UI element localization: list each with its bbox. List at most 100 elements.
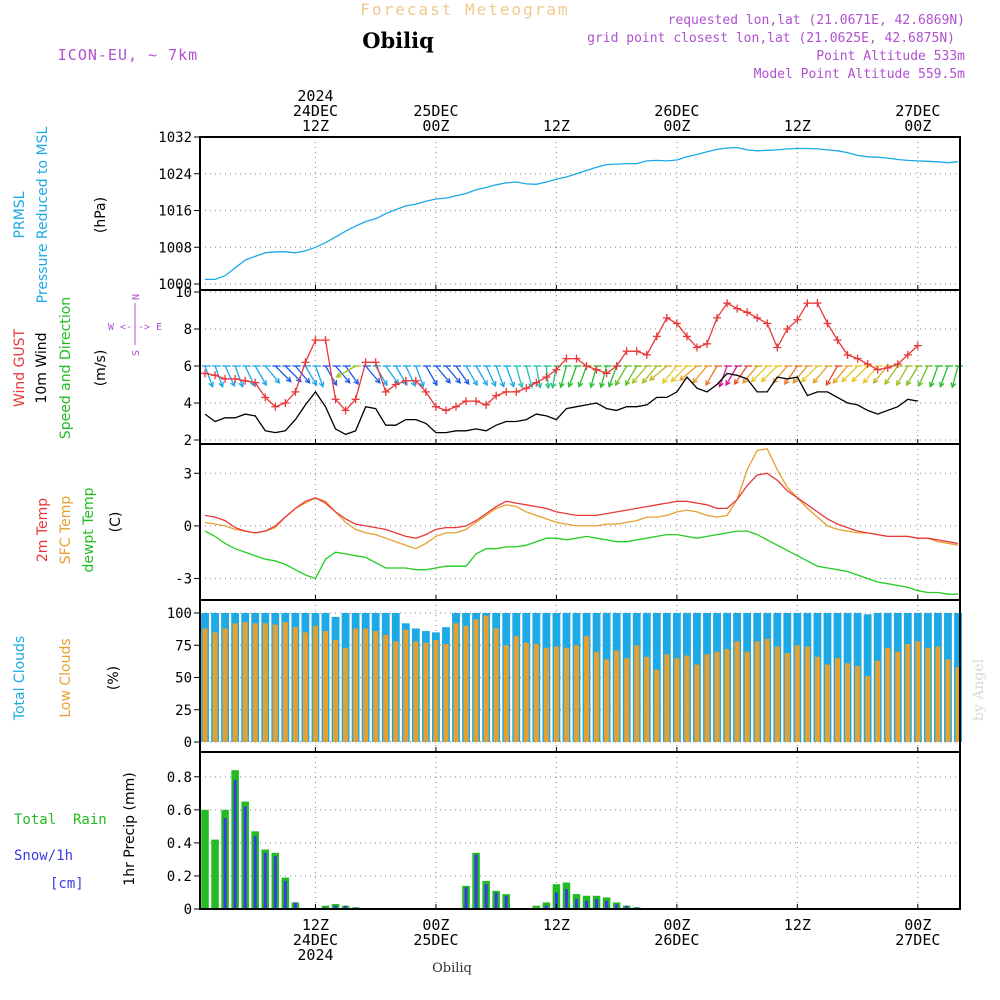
low-cloud-bar (754, 641, 760, 742)
snow-bar (494, 892, 498, 909)
panel-frames (199, 136, 961, 910)
y-tick-label: 2 (184, 433, 192, 449)
wind-gust-point (562, 354, 571, 363)
wind-panel-labels: Wind GUST 10m Wind Speed and Direction (… (12, 294, 162, 439)
y-tick-label: 0 (184, 902, 192, 918)
low-cloud-bar (845, 663, 851, 742)
snow-bar (564, 889, 568, 909)
low-cloud-bar (945, 659, 951, 742)
low-cloud-bar (835, 658, 841, 742)
wind-direction-arrow (705, 365, 723, 387)
wind-direction-arrow (342, 365, 359, 386)
wind-gust-point (572, 354, 581, 363)
low-cloud-bar (463, 625, 469, 742)
model-altitude: Model Point Altitude 559.5m (754, 67, 965, 82)
wind-direction-arrow (841, 365, 863, 383)
top-time-label: 24DEC (293, 102, 338, 120)
low-cloud-bar (232, 623, 238, 742)
top-time-label: 00Z (904, 117, 931, 135)
wind-gust-point (201, 369, 210, 378)
wind-direction-arrow (473, 365, 488, 387)
low-cloud-bar (704, 654, 710, 742)
wind-direction-arrow (772, 365, 793, 384)
low-cloud-bar (262, 623, 268, 742)
wind-gust-point (411, 376, 420, 385)
low-cloud-bar (503, 645, 509, 742)
y-tick-label: 25 (175, 703, 192, 719)
point-altitude: Point Altitude 533m (816, 49, 965, 64)
snow-bar (344, 905, 348, 909)
wind-direction-arrow (906, 365, 923, 387)
wind-direction-arrow (322, 365, 338, 387)
wind-gust-point (221, 374, 230, 383)
bottom-time-label: 2024 (297, 946, 333, 964)
wind-direction-arrow (939, 365, 953, 388)
clouds-plot (201, 613, 962, 742)
axis-labels: 10001008101610241032246810-3030255075100… (158, 87, 940, 964)
precip-plot (201, 770, 641, 909)
low-cloud-bar (684, 655, 690, 742)
wind-gust-point (783, 325, 792, 333)
top-time-label: 12Z (543, 117, 570, 135)
low-cloud-bar (353, 628, 359, 742)
wind-gust-point (823, 319, 832, 328)
top-time-label: 00Z (422, 117, 449, 135)
low-cloud-bar (594, 651, 600, 742)
temp-label-3: dewpt Temp (81, 487, 97, 572)
dewpoint-line (204, 530, 958, 595)
model-name: ICON-EU, ~ 7km (58, 46, 198, 64)
wind-direction-arrow (232, 365, 245, 388)
snow-bar (334, 905, 338, 909)
wind-direction-arrow (760, 365, 783, 383)
low-cloud-bar (664, 654, 670, 742)
temp-label-2: SFC Temp (58, 496, 74, 565)
bottom-time-label: 26DEC (654, 931, 699, 949)
grid-lines (200, 136, 960, 910)
wind-direction-arrow (832, 365, 853, 384)
wind-gust-point (301, 358, 310, 367)
wind-direction-arrow (222, 365, 236, 388)
low-cloud-bar (865, 676, 871, 742)
top-time-label: 12Z (784, 117, 811, 135)
snow-bar (504, 895, 508, 909)
low-cloud-bar (343, 647, 349, 742)
wind-gust-point (873, 365, 882, 374)
y-tick-label: 0.8 (167, 770, 192, 786)
wind-gust-point (251, 378, 260, 387)
snow-bar (253, 836, 257, 909)
wind-direction-arrow (750, 365, 773, 383)
wind-direction-arrow (607, 365, 622, 388)
y-tick-label: 100 (167, 606, 192, 622)
low-cloud-bar (955, 667, 961, 742)
wind-direction-arrow (733, 365, 753, 386)
low-cloud-bar (242, 622, 248, 742)
wind-gust-point (642, 350, 651, 359)
low-cloud-bar (654, 669, 660, 742)
wind-gust-point (361, 358, 370, 367)
wind-gust-point (281, 399, 290, 407)
low-cloud-bar (644, 656, 650, 742)
wind-direction-arrow (567, 365, 582, 388)
y-tick-label: 0.4 (167, 836, 192, 852)
low-cloud-bar (393, 641, 399, 742)
panel-frame (199, 443, 961, 601)
rain-bar (211, 839, 219, 909)
wind-gust-point (291, 387, 300, 396)
low-cloud-bar (614, 650, 620, 742)
wind-direction-arrow (442, 365, 461, 384)
wind-gust-point (853, 354, 862, 363)
low-cloud-bar (483, 615, 489, 742)
precip-unit: 1hr Precip (mm) (122, 772, 138, 885)
wind-direction-arrow (483, 365, 497, 388)
wind-gust-point (371, 358, 380, 367)
wind-direction-arrow (272, 365, 292, 383)
wind-plot (201, 299, 963, 436)
temp-plot (204, 448, 959, 595)
snow-bar (293, 902, 297, 909)
rain-bar (532, 905, 541, 909)
wind-label-1: Wind GUST (12, 328, 28, 407)
low-cloud-bar (935, 646, 941, 742)
low-cloud-bar (885, 647, 891, 742)
wind-gust-point (672, 319, 681, 328)
low-cloud-bar (584, 636, 590, 742)
